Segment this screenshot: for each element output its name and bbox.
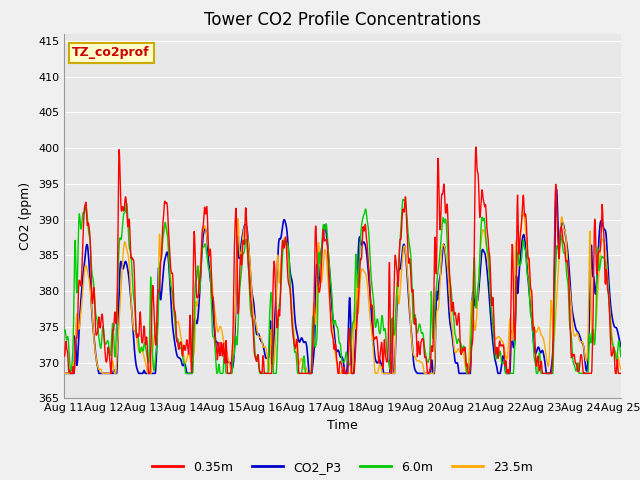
Line: 0.35m: 0.35m: [64, 147, 621, 373]
Line: 23.5m: 23.5m: [64, 213, 621, 373]
0.35m: [559, 238, 567, 244]
0.35m: [247, 294, 255, 300]
CO2_P3: [414, 371, 422, 376]
23.5m: [520, 210, 527, 216]
6.0m: [415, 323, 423, 329]
23.5m: [181, 359, 189, 364]
X-axis label: Time: Time: [327, 419, 358, 432]
CO2_P3: [617, 344, 625, 349]
CO2_P3: [559, 220, 566, 226]
CO2_P3: [387, 352, 394, 358]
23.5m: [559, 218, 566, 224]
23.5m: [246, 262, 254, 268]
23.5m: [414, 358, 422, 363]
0.35m: [387, 361, 394, 367]
6.0m: [399, 196, 407, 202]
Line: CO2_P3: CO2_P3: [64, 189, 621, 373]
6.0m: [617, 354, 625, 360]
CO2_P3: [60, 371, 68, 376]
Y-axis label: CO2 (ppm): CO2 (ppm): [19, 182, 33, 250]
23.5m: [474, 294, 482, 300]
23.5m: [617, 367, 625, 372]
Legend: 0.35m, CO2_P3, 6.0m, 23.5m: 0.35m, CO2_P3, 6.0m, 23.5m: [147, 456, 538, 479]
Line: 6.0m: 6.0m: [64, 199, 621, 373]
6.0m: [60, 329, 68, 335]
0.35m: [415, 338, 422, 344]
CO2_P3: [246, 266, 254, 272]
CO2_P3: [181, 361, 189, 367]
23.5m: [387, 371, 394, 376]
Text: TZ_co2prof: TZ_co2prof: [72, 47, 150, 60]
CO2_P3: [553, 186, 561, 192]
0.35m: [67, 371, 74, 376]
23.5m: [60, 371, 68, 376]
0.35m: [181, 348, 189, 353]
Title: Tower CO2 Profile Concentrations: Tower CO2 Profile Concentrations: [204, 11, 481, 29]
0.35m: [472, 144, 480, 150]
6.0m: [475, 279, 483, 285]
6.0m: [247, 308, 255, 313]
CO2_P3: [474, 297, 482, 303]
6.0m: [387, 354, 394, 360]
0.35m: [60, 353, 68, 359]
6.0m: [559, 248, 567, 253]
0.35m: [617, 371, 625, 376]
0.35m: [475, 181, 483, 187]
6.0m: [181, 362, 189, 368]
6.0m: [182, 371, 189, 376]
